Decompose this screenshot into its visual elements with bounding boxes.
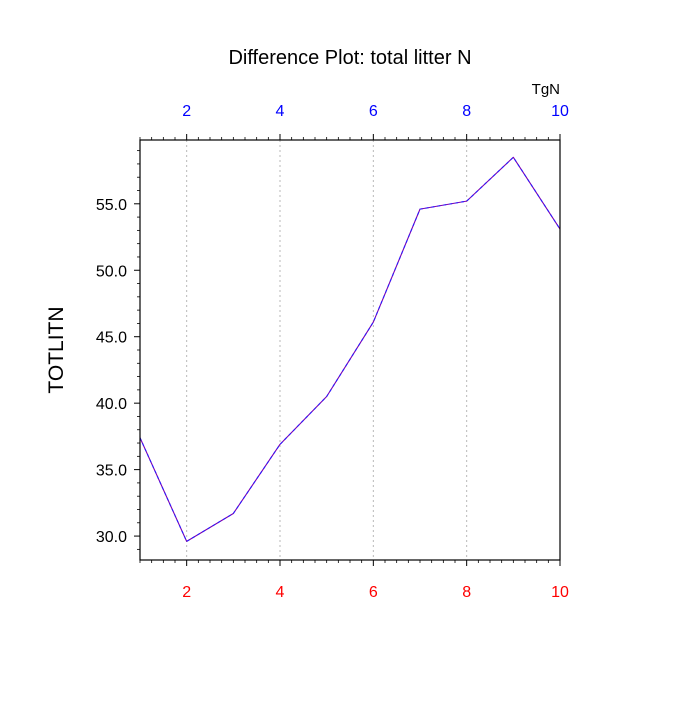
x-tick-label-bottom: 2 (182, 584, 191, 601)
x-tick-label-top: 6 (369, 103, 378, 120)
y-tick-label: 30.0 (96, 529, 127, 546)
x-tick-label-top: 4 (276, 103, 285, 120)
chart-title: Difference Plot: total litter N (228, 47, 471, 69)
difference-series-line (140, 157, 560, 541)
x-tick-label-bottom: 4 (276, 584, 285, 601)
x-tick-label-bottom: 10 (551, 584, 569, 601)
x-tick-label-top: 2 (182, 103, 191, 120)
difference-series-dash-overlay (140, 157, 560, 541)
x-tick-label-bottom: 6 (369, 584, 378, 601)
tick-layer (134, 134, 560, 566)
y-tick-label: 40.0 (96, 396, 127, 413)
y-tick-label: 55.0 (96, 197, 127, 214)
y-tick-label: 45.0 (96, 330, 127, 347)
x-tick-label-bottom: 8 (462, 584, 471, 601)
top-axis-unit-label: TgN (532, 81, 560, 98)
y-tick-label: 35.0 (96, 463, 127, 480)
plot-frame (140, 140, 560, 560)
y-tick-label: 50.0 (96, 263, 127, 280)
label-layer: 2 2 4 4 6 6 8 8 10 10 30.0 35.0 40.0 45.0 50.0 55.0 (96, 103, 569, 601)
series-layer (140, 157, 560, 541)
grid-layer (187, 140, 467, 560)
x-tick-label-top: 8 (462, 103, 471, 120)
y-axis-label: TOTLITN (45, 306, 68, 393)
x-tick-label-top: 10 (551, 103, 569, 120)
